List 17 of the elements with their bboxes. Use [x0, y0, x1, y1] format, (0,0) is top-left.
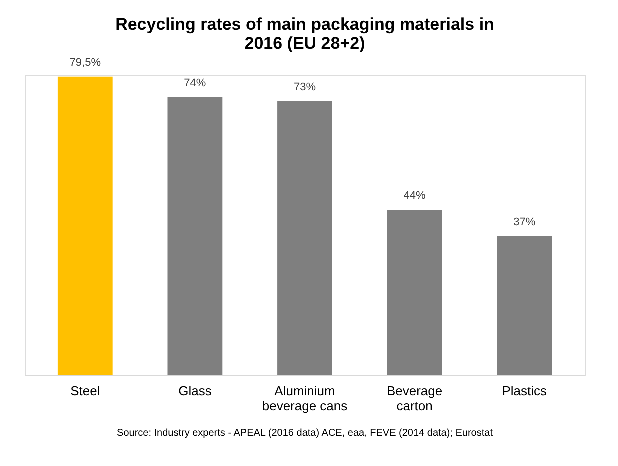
- chart-title: Recycling rates of main packaging materials in 2016 (EU 28+2): [116, 14, 494, 53]
- x-tick-label: Beverage carton: [386, 384, 443, 414]
- bar: [387, 210, 442, 375]
- x-tick-label: Steel: [70, 384, 100, 398]
- data-label: 37%: [514, 216, 536, 228]
- source-note: Source: Industry experts - APEAL (2016 data) ACE, eaa, FEVE (2014 data); Eurostat: [117, 428, 494, 439]
- x-tick-label: Plastics: [502, 384, 548, 398]
- data-label: 74%: [184, 78, 206, 90]
- x-tick-label: Aluminium beverage cans: [262, 384, 348, 414]
- data-label: 79,5%: [70, 56, 102, 69]
- x-tick-label: Glass: [178, 384, 212, 398]
- bar: [168, 98, 223, 375]
- data-label: 44%: [404, 190, 426, 202]
- data-label: 73%: [294, 81, 316, 94]
- bar: [497, 236, 552, 375]
- bar: [58, 76, 113, 375]
- bar: [278, 101, 332, 375]
